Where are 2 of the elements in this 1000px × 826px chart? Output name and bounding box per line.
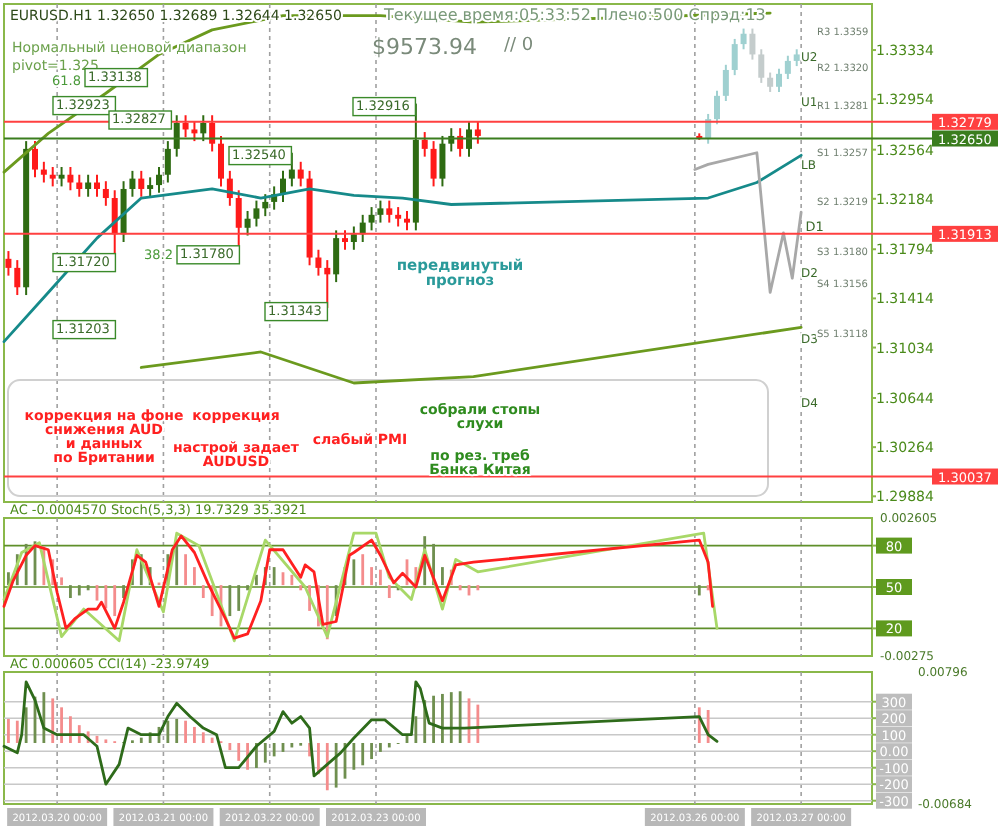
annotation: // 0 [504, 36, 534, 56]
annotation: $9573.94 [372, 34, 477, 60]
